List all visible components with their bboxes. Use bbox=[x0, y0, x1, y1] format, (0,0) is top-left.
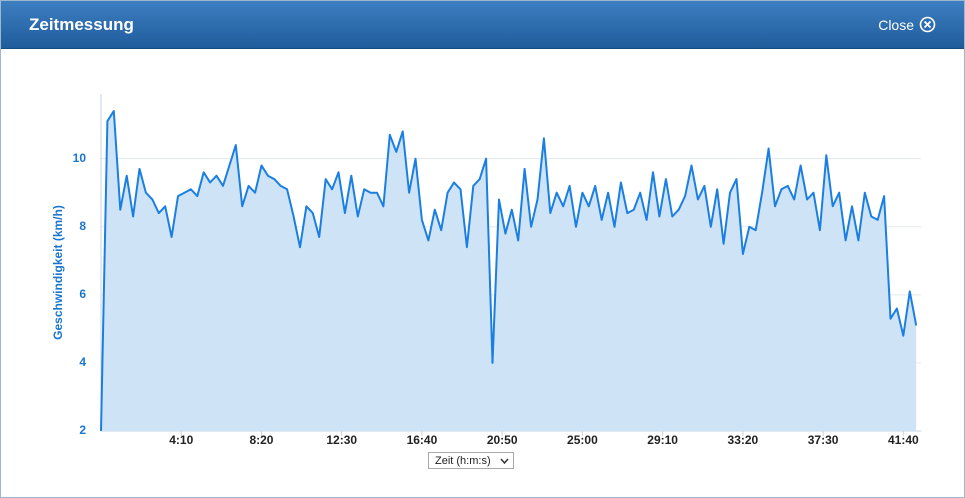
x-tick-label: 4:10 bbox=[169, 433, 193, 447]
x-tick-label: 8:20 bbox=[249, 433, 273, 447]
y-axis-label: Geschwindigkeit (km/h) bbox=[51, 205, 65, 340]
area-fill bbox=[101, 111, 917, 431]
close-icon bbox=[919, 16, 936, 33]
speed-line bbox=[100, 110, 918, 432]
y-tick-label: 4 bbox=[79, 355, 86, 369]
close-button[interactable]: Close bbox=[878, 16, 936, 33]
x-tick-label: 29:10 bbox=[647, 433, 678, 447]
x-tick-label: 33:20 bbox=[728, 433, 759, 447]
x-tick-label: 37:30 bbox=[808, 433, 839, 447]
x-axis-selector-label: Zeit (h:m:s) bbox=[435, 455, 491, 467]
modal-header: Zeitmessung Close bbox=[1, 1, 964, 49]
x-tick-label: 16:40 bbox=[407, 433, 438, 447]
y-tick-label: 2 bbox=[79, 423, 86, 437]
x-axis-selector[interactable]: Zeit (h:m:s) bbox=[428, 452, 514, 469]
y-tick-label: 8 bbox=[79, 219, 86, 233]
y-tick-label: 10 bbox=[73, 151, 87, 165]
x-tick-label: 12:30 bbox=[326, 433, 357, 447]
x-tick-label: 20:50 bbox=[487, 433, 518, 447]
dropdown-arrow bbox=[500, 458, 509, 465]
x-tick-label: 41:40 bbox=[888, 433, 919, 447]
y-tick-label: 6 bbox=[79, 287, 86, 301]
modal-title: Zeitmessung bbox=[29, 15, 134, 34]
x-tick-label: 25:00 bbox=[567, 433, 598, 447]
close-label: Close bbox=[878, 16, 914, 33]
